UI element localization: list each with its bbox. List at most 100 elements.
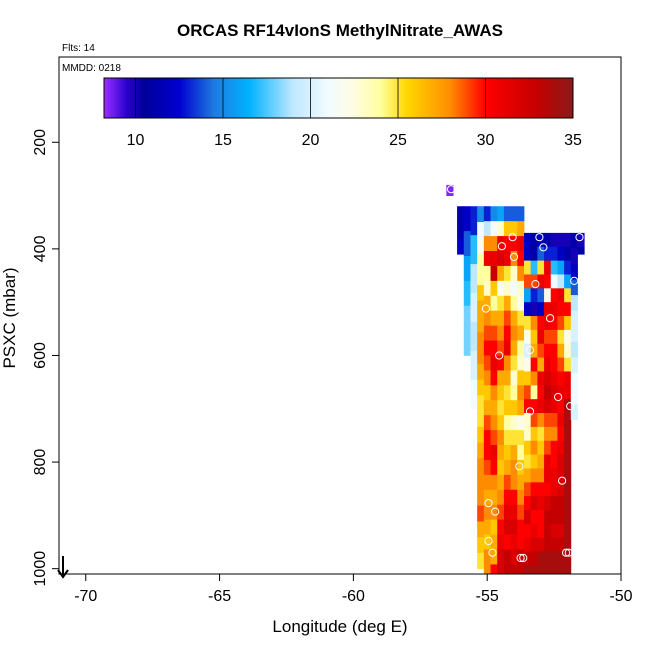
heatmap-cell bbox=[497, 430, 505, 446]
heatmap-cell bbox=[497, 265, 505, 282]
heatmap-cell bbox=[570, 263, 578, 280]
heatmap-cell bbox=[483, 206, 491, 222]
heatmap-cell bbox=[457, 206, 465, 223]
heatmap-cell bbox=[570, 248, 578, 265]
heatmap-cell bbox=[490, 355, 498, 371]
heatmap-cell bbox=[510, 265, 518, 282]
heatmap-cell bbox=[557, 232, 565, 248]
heatmap-cell bbox=[510, 251, 518, 267]
heatmap-cell bbox=[510, 489, 518, 506]
heatmap-cell bbox=[530, 329, 538, 345]
heatmap-cell bbox=[570, 372, 578, 389]
heatmap-cell bbox=[483, 355, 491, 371]
heatmap-cell bbox=[503, 370, 512, 386]
heatmap-cell bbox=[564, 232, 572, 248]
heatmap-cell bbox=[530, 454, 538, 469]
heatmap-cell bbox=[477, 316, 485, 333]
heatmap-cell bbox=[523, 260, 532, 275]
heatmap-cell bbox=[510, 385, 518, 401]
heatmap-cell bbox=[503, 445, 512, 461]
heatmap-cell bbox=[483, 489, 491, 506]
heatmap-cell bbox=[557, 274, 565, 289]
heatmap-cell bbox=[503, 415, 512, 431]
heatmap-cell bbox=[550, 537, 558, 553]
heatmap-cell bbox=[497, 474, 505, 491]
heatmap-cell bbox=[497, 459, 505, 476]
heatmap-cell bbox=[510, 221, 518, 237]
heatmap-cell bbox=[470, 379, 478, 410]
heatmap-cell bbox=[550, 385, 558, 400]
colorbar-gradient bbox=[103, 77, 574, 119]
heatmap-cell bbox=[477, 426, 485, 444]
heatmap-cell bbox=[470, 206, 478, 236]
sample-point bbox=[539, 243, 548, 252]
heatmap-cell bbox=[544, 274, 552, 289]
heatmap-cell bbox=[550, 260, 558, 275]
heatmap-cell bbox=[503, 340, 512, 356]
heatmap-cell bbox=[530, 399, 538, 414]
heatmap-cell bbox=[564, 440, 572, 456]
heatmap-cell bbox=[557, 316, 565, 331]
heatmap-cell bbox=[523, 510, 532, 525]
heatmap-cell bbox=[510, 370, 518, 386]
heatmap-cell bbox=[517, 325, 525, 341]
sample-point bbox=[546, 314, 555, 323]
heatmap-cell bbox=[550, 551, 558, 566]
heatmap-cell bbox=[544, 371, 552, 386]
heatmap-cell bbox=[537, 329, 545, 345]
heatmap-cell bbox=[490, 489, 498, 506]
colorbar: 10 15 20 25 30 35 bbox=[103, 77, 582, 149]
heatmap-cell bbox=[550, 274, 558, 289]
heatmap-cell bbox=[564, 482, 572, 497]
plot-frame bbox=[58, 56, 622, 575]
heatmap-cell bbox=[490, 325, 498, 341]
heatmap-cell bbox=[497, 310, 505, 327]
heatmap-cell bbox=[497, 295, 505, 312]
heatmap-cell bbox=[517, 504, 525, 521]
heatmap-cell bbox=[570, 232, 578, 249]
heatmap-cell bbox=[503, 251, 512, 267]
heatmap-cell bbox=[510, 310, 518, 327]
sample-point bbox=[508, 233, 517, 242]
heatmap-cell bbox=[523, 468, 532, 483]
sample-point bbox=[566, 402, 575, 411]
heatmap-cell bbox=[490, 370, 498, 386]
heatmap-cell bbox=[537, 274, 545, 289]
heatmap-cell bbox=[477, 458, 485, 475]
heatmap-cell bbox=[497, 280, 505, 297]
heatmap-cell bbox=[550, 426, 558, 442]
heatmap-cell bbox=[503, 519, 512, 535]
heatmap-cell bbox=[557, 440, 565, 456]
heatmap-cell bbox=[564, 510, 572, 525]
heatmap-cell bbox=[544, 357, 552, 372]
heatmap-cell bbox=[564, 551, 572, 566]
heatmap-cell bbox=[517, 415, 525, 431]
heatmap-cell bbox=[490, 415, 498, 431]
heatmap-cell bbox=[557, 510, 565, 525]
heatmap-cell bbox=[517, 280, 525, 297]
heatmap-cell bbox=[530, 288, 538, 303]
heatmap-cell bbox=[483, 400, 491, 416]
heatmap-cell bbox=[557, 385, 565, 400]
heatmap-cell bbox=[470, 350, 478, 381]
heatmap-cell bbox=[530, 496, 538, 511]
heatmap-cell bbox=[510, 504, 518, 521]
heatmap-cell bbox=[503, 504, 512, 521]
heatmap-cell bbox=[490, 534, 498, 550]
heatmap-cell bbox=[497, 519, 505, 535]
heatmap-cell bbox=[544, 565, 552, 574]
heatmap-cell bbox=[510, 295, 518, 312]
heatmap-cell bbox=[564, 496, 572, 511]
heatmap-cell bbox=[510, 236, 518, 252]
heatmap-cell bbox=[483, 310, 491, 327]
heatmap-cell bbox=[483, 519, 491, 535]
heatmap-cell bbox=[503, 236, 512, 252]
heatmap-cell bbox=[523, 232, 532, 248]
heatmap-cell bbox=[490, 445, 498, 461]
heatmap-cell bbox=[446, 184, 454, 196]
heatmap-cell bbox=[537, 551, 545, 566]
heatmap-cell bbox=[537, 246, 545, 261]
heatmap-cell bbox=[503, 459, 512, 476]
heatmap-cell bbox=[550, 413, 558, 428]
